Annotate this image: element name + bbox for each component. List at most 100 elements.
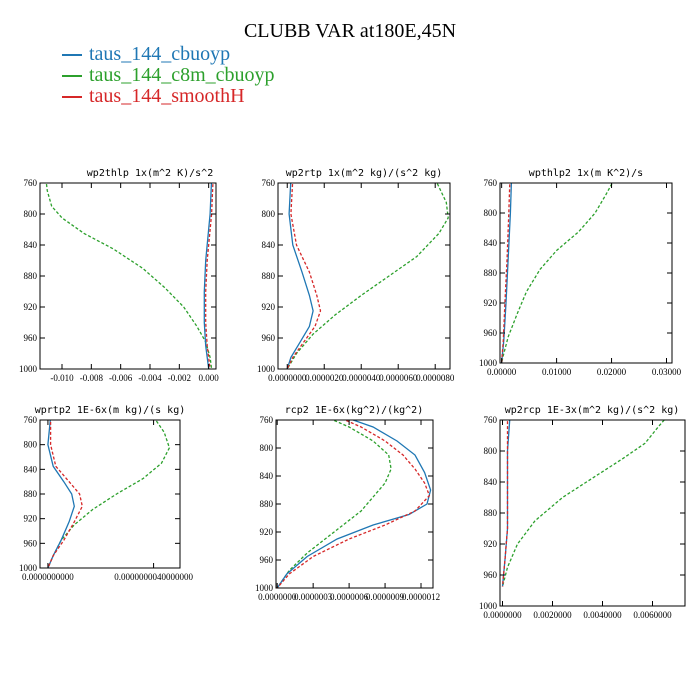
series-line: [286, 183, 314, 369]
y-tick-label: 920: [484, 539, 498, 549]
legend-item: taus_144_c8m_cbuoyp: [62, 65, 275, 86]
series-group: [45, 183, 214, 369]
x-tick-label: 0.0000000: [268, 373, 307, 383]
series-line: [501, 420, 666, 587]
chart-panel: rcp2 1E-6x(kg^2)/(kg^2) 760 800 840 880 920 96…: [255, 405, 440, 602]
series-line: [500, 183, 511, 363]
y-tick-label: 880: [24, 271, 38, 281]
x-tick-label: 0.03000: [652, 367, 682, 377]
series-line: [47, 420, 83, 568]
y-tick-label: 760: [24, 415, 38, 425]
series-line: [501, 420, 511, 587]
series-line: [276, 420, 392, 588]
y-tick-label: 840: [484, 477, 498, 487]
x-tick-label: 0.0000006: [330, 592, 369, 602]
legend-swatch: [62, 53, 82, 56]
y-tick-label: 840: [260, 471, 274, 481]
x-tick-label: 0.0000060: [379, 373, 418, 383]
legend-swatch: [62, 95, 82, 98]
y-tick-label: 920: [484, 298, 498, 308]
legend-label: taus_144_cbuoyp: [89, 43, 231, 65]
y-tick-label: 800: [24, 440, 38, 450]
series-line: [276, 420, 432, 588]
chart-panel: wp2thlp 1x(m^2 K)/s^2 760 800 840 880 920 960 1…: [19, 168, 219, 383]
x-tick-label: 0.0000000040000000: [114, 572, 193, 582]
x-tick-label: -0.002: [168, 373, 191, 383]
y-tick-label: 800: [262, 209, 276, 219]
y-tick-label: 920: [260, 527, 274, 537]
y-tick-label: 1000: [257, 364, 276, 374]
y-tick-label: 1000: [19, 563, 38, 573]
y-tick-label: 840: [484, 238, 498, 248]
y-tick-label: 880: [260, 499, 274, 509]
series-line: [47, 420, 171, 568]
series-line: [500, 183, 614, 363]
y-tick-label: 760: [262, 178, 276, 188]
y-tick-label: 840: [24, 464, 38, 474]
chart-panel: wp2rcp 1E-3x(m^2 kg)/(s^2 kg) 760 800 840 88…: [479, 405, 686, 620]
x-tick-label: 0.01000: [542, 367, 572, 377]
x-tick-label: 0.0020000: [533, 610, 572, 620]
y-tick-label: 760: [24, 178, 38, 188]
y-tick-label: 960: [262, 333, 276, 343]
series-line: [203, 183, 213, 369]
x-tick-label: 0.0060000: [633, 610, 672, 620]
y-tick-label: 760: [484, 178, 498, 188]
legend-item: taus_144_cbuoyp: [62, 44, 275, 65]
y-tick-label: 880: [24, 489, 38, 499]
plot-frame: [39, 419, 181, 569]
x-tick-label: 0.00000: [487, 367, 517, 377]
x-tick-label: 0.0040000: [583, 610, 622, 620]
y-tick-label: 760: [260, 415, 274, 425]
x-tick-label: -0.006: [109, 373, 133, 383]
legend-label: taus_144_smoothH: [89, 85, 245, 107]
x-tick-label: -0.010: [50, 373, 74, 383]
series-group: [500, 183, 614, 363]
y-tick-label: 760: [484, 415, 498, 425]
series-group: [501, 420, 666, 587]
chart-title: wp2rtp 1x(m^2 kg)/(s^2 kg): [286, 168, 443, 179]
x-tick-label: 0.0000003: [294, 592, 333, 602]
chart-title: rcp2 1E-6x(kg^2)/(kg^2): [285, 405, 423, 416]
chart-panel: wpthlp2 1x(m K^2)/s 760 800 840 880 920 960 100…: [479, 168, 682, 377]
x-tick-label: 0.0000040: [342, 373, 381, 383]
x-tick-label: 0.0000000000: [22, 572, 74, 582]
x-tick-label: -0.004: [138, 373, 162, 383]
chart-title: wp2thlp 1x(m^2 K)/s^2: [87, 168, 213, 179]
y-tick-label: 800: [484, 208, 498, 218]
y-tick-label: 1000: [479, 601, 498, 611]
chart-panel: wp2rtp 1x(m^2 kg)/(s^2 kg) 760 800 840 880 92…: [257, 168, 455, 383]
y-tick-label: 960: [484, 570, 498, 580]
y-tick-label: 960: [24, 333, 38, 343]
y-tick-label: 880: [262, 271, 276, 281]
series-line: [276, 420, 431, 588]
chart-panel: wprtp2 1E-6x(m kg)/(s kg)760 800 840 880 920…: [19, 405, 193, 582]
x-tick-label: 0.0000020: [305, 373, 344, 383]
x-tick-label: 0.0000012: [402, 592, 440, 602]
series-line: [205, 183, 214, 369]
x-tick-label: 0.0000000: [483, 610, 522, 620]
series-group: [286, 183, 449, 369]
y-tick-label: 920: [262, 302, 276, 312]
x-tick-label: 0.000: [199, 373, 220, 383]
y-tick-label: 880: [484, 268, 498, 278]
x-tick-label: 0.0000009: [366, 592, 405, 602]
y-tick-label: 800: [24, 209, 38, 219]
plot-frame: [499, 182, 673, 364]
y-tick-label: 960: [260, 555, 274, 565]
y-tick-label: 960: [484, 328, 498, 338]
y-tick-label: 800: [484, 446, 498, 456]
series-line: [45, 183, 213, 369]
plot-frame: [39, 182, 217, 370]
series-group: [276, 420, 432, 588]
plot-frame: [499, 419, 686, 607]
series-line: [47, 420, 75, 568]
y-tick-label: 800: [260, 443, 274, 453]
x-tick-label: 0.02000: [597, 367, 627, 377]
x-tick-label: 0.0000000: [258, 592, 297, 602]
chart-title: wpthlp2 1x(m K^2)/s: [529, 168, 643, 179]
chart-title: wp2rcp 1E-3x(m^2 kg)/(s^2 kg): [505, 405, 680, 416]
y-tick-label: 920: [24, 514, 38, 524]
y-tick-label: 1000: [19, 364, 38, 374]
